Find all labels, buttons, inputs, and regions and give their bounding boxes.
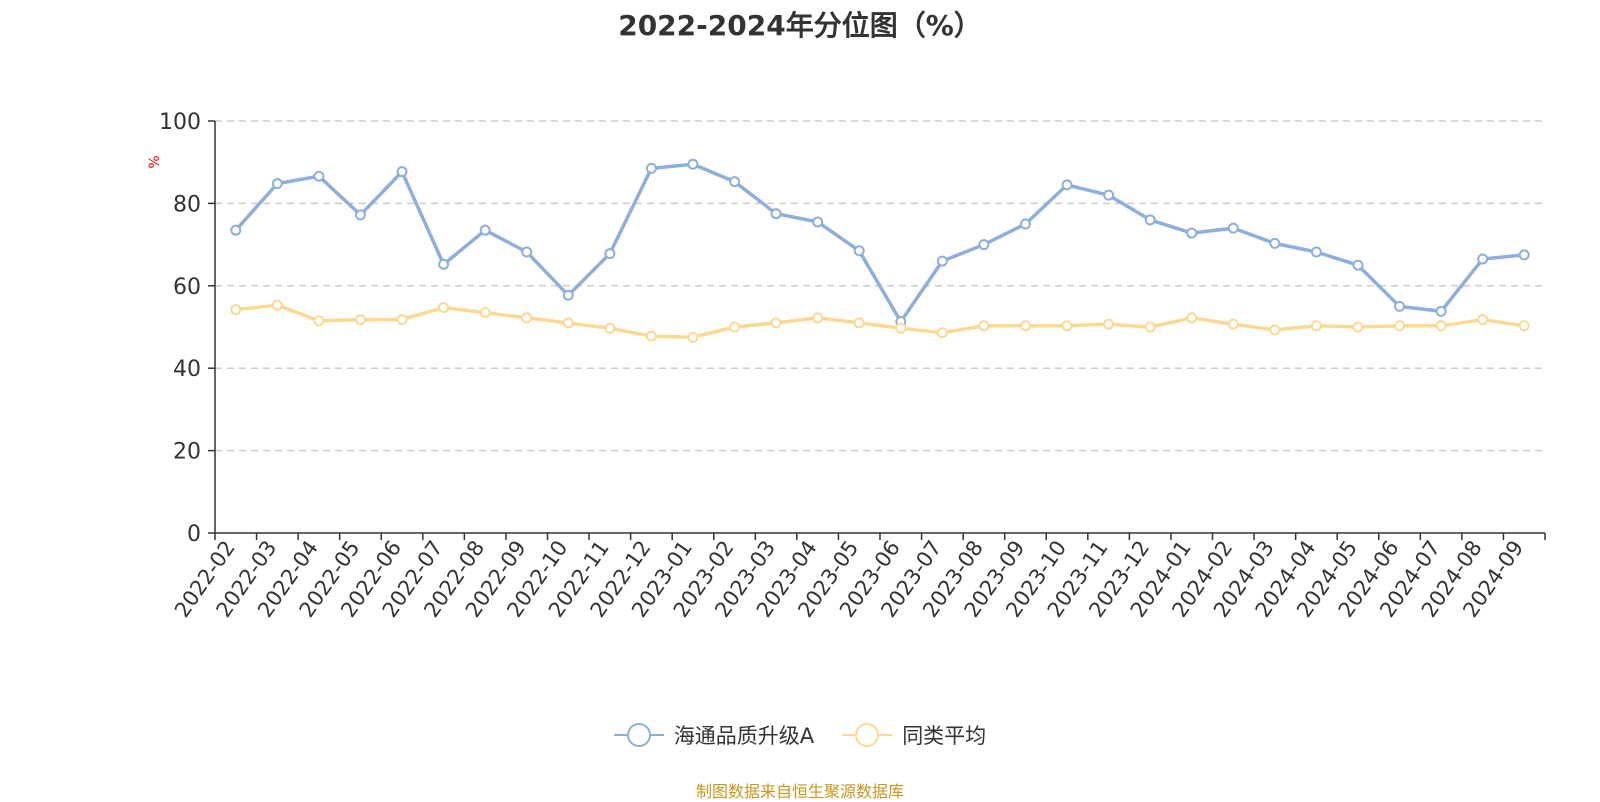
legend-label: 同类平均 [902, 724, 987, 748]
series-line-1 [234, 162, 1525, 324]
legend-line-circle-icon [613, 722, 664, 748]
line-chart: 0204060801002022-022022-032022-042022-05… [147, 110, 1546, 622]
data-point-series-2[interactable] [1269, 324, 1281, 336]
source-note: 制图数据来自恒生聚源数据库 [695, 782, 904, 801]
y-tick-label: 80 [173, 192, 201, 217]
data-point-series-2[interactable] [853, 317, 865, 329]
data-point-series-1[interactable] [271, 178, 283, 190]
data-point-series-1[interactable] [1144, 214, 1156, 226]
data-point-series-2[interactable] [604, 322, 616, 334]
data-point-series-1[interactable] [687, 158, 699, 170]
data-point-series-1[interactable] [1019, 218, 1031, 230]
data-point-series-2[interactable] [812, 312, 824, 324]
y-tick-label: 100 [159, 110, 201, 135]
data-point-series-2[interactable] [687, 331, 699, 343]
data-point-series-1[interactable] [230, 224, 242, 236]
data-point-series-2[interactable] [645, 330, 657, 342]
y-axis-unit-label: % [147, 155, 163, 168]
data-point-series-2[interactable] [936, 327, 948, 339]
data-point-series-2[interactable] [978, 320, 990, 332]
data-point-series-1[interactable] [562, 289, 574, 301]
series-lines [230, 158, 1530, 343]
data-point-series-1[interactable] [521, 246, 533, 258]
data-point-series-1[interactable] [936, 255, 948, 267]
data-point-series-1[interactable] [1394, 300, 1406, 312]
data-point-series-2[interactable] [1477, 314, 1489, 326]
chart-title: 2022-2024年分位图（%） [618, 9, 982, 42]
data-point-series-2[interactable] [770, 317, 782, 329]
y-tick-label: 60 [173, 275, 201, 300]
data-point-series-1[interactable] [645, 162, 657, 174]
data-point-series-1[interactable] [1477, 253, 1489, 265]
data-point-series-1[interactable] [1352, 259, 1364, 271]
data-point-series-2[interactable] [313, 315, 325, 327]
axes: 0204060801002022-022022-032022-042022-05… [159, 110, 1546, 622]
data-point-series-2[interactable] [438, 302, 450, 314]
data-point-series-1[interactable] [1435, 305, 1447, 317]
data-point-series-1[interactable] [1269, 237, 1281, 249]
legend: 海通品质升级A 同类平均 [0, 720, 1600, 750]
data-point-series-2[interactable] [1518, 320, 1530, 332]
data-point-series-2[interactable] [1227, 318, 1239, 330]
data-point-series-1[interactable] [1310, 246, 1322, 258]
data-point-series-1[interactable] [1061, 179, 1073, 191]
legend-label: 海通品质升级A [673, 724, 815, 748]
legend-item-series-2[interactable]: 同类平均 [842, 720, 986, 750]
data-point-series-1[interactable] [853, 245, 865, 257]
data-point-series-1[interactable] [1227, 222, 1239, 234]
data-point-series-2[interactable] [396, 314, 408, 326]
data-point-series-1[interactable] [479, 224, 491, 236]
legend-circle-marker [626, 723, 651, 747]
data-point-series-1[interactable] [313, 170, 325, 182]
data-point-series-1[interactable] [770, 208, 782, 220]
series-line-2 [235, 303, 1525, 340]
data-point-series-2[interactable] [1019, 320, 1031, 332]
y-tick-label: 0 [187, 522, 201, 547]
data-point-series-1[interactable] [438, 258, 450, 270]
data-point-series-2[interactable] [1352, 321, 1364, 333]
y-tick-label: 20 [173, 440, 201, 465]
data-point-series-2[interactable] [1394, 320, 1406, 332]
legend-item-series-1[interactable]: 海通品质升级A [613, 720, 815, 750]
data-point-series-2[interactable] [1435, 320, 1447, 332]
data-point-series-1[interactable] [978, 239, 990, 251]
data-point-series-2[interactable] [1310, 320, 1322, 332]
data-point-series-1[interactable] [729, 176, 741, 188]
data-point-series-1[interactable] [812, 216, 824, 228]
data-point-series-2[interactable] [521, 312, 533, 324]
data-point-series-2[interactable] [562, 317, 574, 329]
y-tick-label: 40 [173, 357, 201, 382]
data-point-series-2[interactable] [1103, 318, 1115, 330]
data-point-series-2[interactable] [479, 307, 491, 319]
data-point-series-2[interactable] [354, 314, 366, 326]
data-point-series-2[interactable] [230, 304, 242, 316]
data-point-series-1[interactable] [1518, 249, 1530, 261]
data-point-series-1[interactable] [396, 166, 408, 178]
legend-circle-marker [855, 723, 880, 747]
data-point-series-2[interactable] [1186, 312, 1198, 324]
legend-line-circle-icon [842, 722, 893, 748]
data-point-series-1[interactable] [1103, 189, 1115, 201]
data-point-series-1[interactable] [354, 209, 366, 221]
data-point-series-2[interactable] [271, 299, 283, 311]
data-point-series-2[interactable] [895, 322, 907, 334]
data-point-series-2[interactable] [1144, 321, 1156, 333]
data-point-series-2[interactable] [729, 321, 741, 333]
data-point-series-1[interactable] [1186, 227, 1198, 239]
data-point-series-2[interactable] [1061, 320, 1073, 332]
data-point-series-1[interactable] [604, 248, 616, 260]
